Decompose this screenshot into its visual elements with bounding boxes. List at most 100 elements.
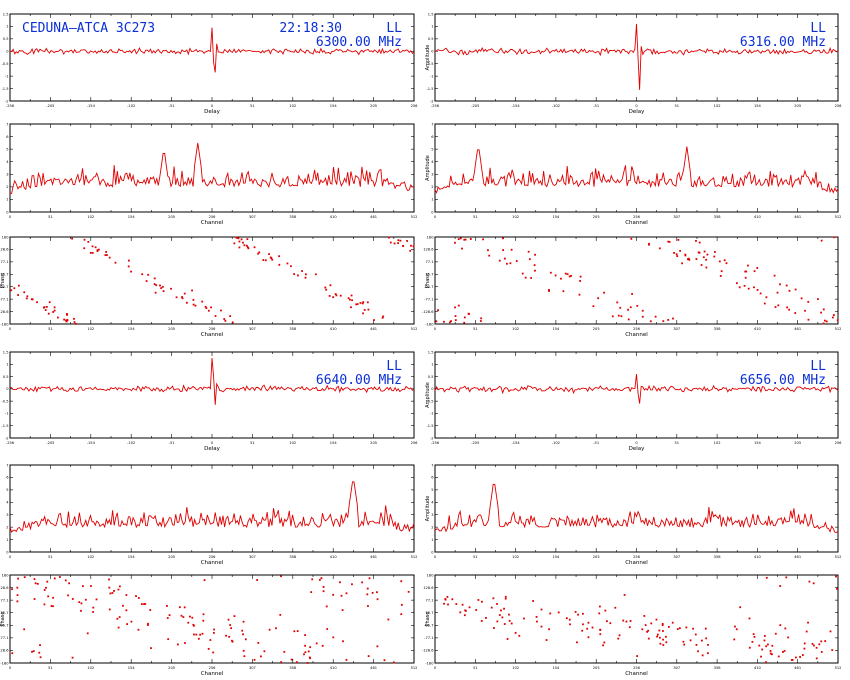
p1-phase-point [667, 318, 670, 321]
p3-phase-point [447, 603, 449, 606]
p2-phase-xtick-label: 410 [330, 666, 338, 670]
p0-phase-point [106, 254, 108, 256]
p2-phase-point [80, 602, 83, 605]
p2-phase-point [78, 601, 81, 604]
p0-phase-point [65, 319, 67, 322]
p2-channel-xtick-label: 410 [330, 555, 338, 559]
p2-phase-point [188, 615, 191, 618]
p2-phase-point [125, 609, 128, 612]
p1-phase-point [510, 248, 513, 251]
p1-phase-point [566, 273, 569, 276]
p3-channel-xtick-label: 51 [473, 555, 478, 559]
p2-phase-point [182, 616, 185, 618]
p2-phase-point [201, 632, 204, 635]
p0-phase-point [75, 323, 77, 325]
p3-delay-xtick-label: -256 [431, 441, 440, 445]
p1-phase-point [463, 238, 466, 241]
p1-phase-point [630, 237, 633, 240]
p3-phase-point [443, 602, 445, 605]
p2-phase-point [146, 624, 149, 626]
p2-phase-point [257, 642, 260, 644]
p2-phase-points [11, 575, 410, 664]
p3-phase-xtick-label: 102 [512, 666, 519, 670]
p2-phase-point [111, 592, 114, 594]
p3-phase-point [777, 655, 780, 658]
p2-channel-xtick-label: 307 [249, 555, 256, 559]
p3-phase-point [818, 643, 821, 646]
p2-delay-frame: -256 -205 -154 -102 -51 0 51 102 154 205 256 -2 -1.5… [1, 350, 418, 452]
p3-phase-point [569, 623, 571, 626]
p1-phase-point [649, 320, 652, 323]
p1-phase-point [549, 271, 552, 274]
p0-phase-point [130, 270, 132, 273]
figure-title: CEDUNA–ATCA 3C273 [22, 21, 155, 36]
figure-time: 22:18:30 [279, 21, 342, 36]
p1-phase-xtick-label: 0 [434, 327, 437, 331]
p3-phase-ytick-label: -25.7 [424, 624, 433, 628]
p2-phase-point [253, 658, 256, 661]
p1-channel-xtick-label: 461 [794, 215, 801, 219]
p0-phase-point [339, 294, 342, 297]
p2-delay-xtick-label: 205 [370, 441, 377, 445]
p2-phase-point [256, 579, 258, 581]
p2-phase-point [345, 592, 348, 595]
p3-phase-point [650, 622, 653, 625]
p3-phase-point [704, 627, 707, 630]
p0-channel-xtick-label: 102 [87, 215, 94, 219]
p2-phase-point [366, 593, 369, 596]
p0-phase-xtick-label: 358 [289, 327, 297, 331]
p0-phase-point [223, 318, 226, 320]
p1-phase-point [713, 251, 716, 253]
p3-pol-label: LL [810, 359, 826, 374]
p0-phase-point [278, 255, 280, 258]
p1-phase-point [698, 251, 701, 254]
p3-phase-point [748, 617, 751, 620]
p3-phase-point [508, 619, 511, 622]
p3-phase-point [662, 630, 664, 632]
p2-phase-point [307, 650, 310, 653]
p1-phase-point [745, 270, 748, 273]
p2-phase-point [95, 598, 98, 601]
p1-phase-point [747, 264, 749, 267]
p3-phase-point [658, 629, 661, 632]
p0-phase-point [153, 277, 156, 280]
p0-phase-point [53, 309, 56, 312]
p2-phase-point [303, 653, 305, 656]
p0-phase-point [175, 296, 178, 299]
p2-phase-ylabel: Phase [0, 612, 6, 627]
p0-phase-point [264, 259, 267, 262]
p2-phase-point [52, 605, 54, 608]
p2-phase-point [325, 605, 328, 608]
p0-phase-ytick-label: 180 [2, 235, 10, 239]
p2-delay-ytick-label: -1.5 [1, 424, 8, 428]
p1-phase-point [825, 320, 828, 323]
p0-phase-point [238, 246, 241, 249]
p3-phase-point [549, 612, 552, 615]
p2-phase-point [144, 603, 147, 605]
p2-phase-point [371, 591, 374, 594]
p1-phase-point [454, 241, 456, 244]
p0-phase-point [160, 287, 163, 290]
p1-phase-point [654, 315, 657, 318]
p3-delay-xtick-label: 102 [714, 441, 721, 445]
p2-phase-point [52, 596, 55, 599]
p2-phase-point [202, 613, 205, 616]
p0-phase-point [286, 262, 289, 265]
p1-phase-point [530, 277, 533, 279]
p3-phase-point [760, 655, 762, 658]
p3-phase-ytick-label: 180 [427, 573, 435, 577]
p1-channel-xtick-label: 307 [673, 215, 680, 219]
p2-phase-point [304, 634, 306, 636]
p2-channel-xtick-label: 0 [9, 555, 12, 559]
p3-delay-xlabel: Delay [629, 446, 646, 452]
p2-phase-xtick-label: 358 [289, 666, 297, 670]
p0-phase-xtick-label: 205 [168, 327, 175, 331]
p3-phase-point [763, 639, 766, 642]
p3-phase-point [667, 625, 670, 628]
p3-phase-point [769, 650, 772, 652]
p3-delay-xtick-label: 205 [794, 441, 801, 445]
p2-delay-ytick-label: -0.5 [1, 399, 8, 403]
p3-channel-xtick-label: 0 [434, 555, 437, 559]
p2-phase-point [92, 606, 95, 609]
p1-phase-xtick-label: 461 [794, 327, 801, 331]
